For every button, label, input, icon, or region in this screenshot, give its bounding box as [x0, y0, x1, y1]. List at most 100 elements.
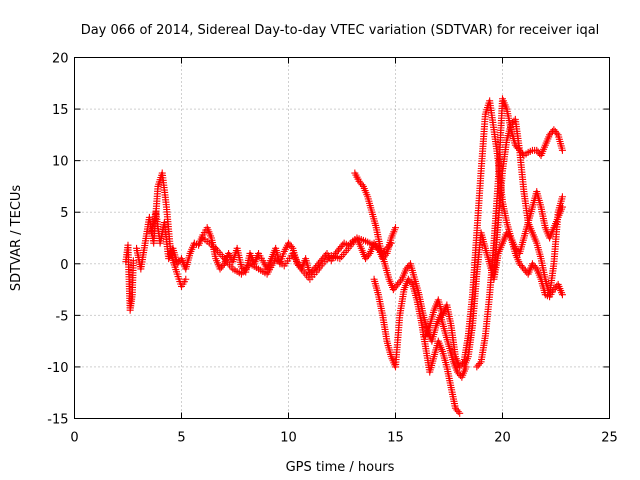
data-point	[217, 263, 225, 271]
data-point	[432, 324, 440, 332]
data-point	[498, 241, 506, 249]
data-point	[438, 345, 446, 353]
data-point	[339, 241, 347, 249]
data-point	[333, 248, 341, 256]
x-tick-label: 10	[280, 431, 297, 446]
data-point	[354, 175, 362, 183]
data-point	[180, 278, 188, 286]
data-point	[540, 143, 548, 151]
data-point	[175, 258, 183, 266]
data-point	[554, 211, 562, 219]
data-point	[378, 309, 386, 317]
series-sat-h	[460, 229, 566, 371]
data-points	[122, 95, 566, 417]
data-point	[528, 227, 536, 235]
data-point	[406, 277, 414, 285]
data-point	[528, 205, 536, 213]
data-point	[410, 273, 418, 281]
data-point	[417, 314, 425, 322]
data-point	[401, 267, 409, 275]
data-point	[210, 243, 218, 251]
data-point	[506, 123, 514, 131]
data-point	[502, 103, 510, 111]
data-point	[440, 325, 448, 333]
data-point	[451, 402, 459, 410]
data-point	[396, 314, 404, 322]
data-point	[227, 263, 235, 271]
data-point	[532, 237, 540, 245]
data-point	[454, 408, 462, 416]
data-point	[358, 181, 366, 189]
series-sat-d	[199, 234, 395, 283]
data-point	[287, 243, 295, 251]
data-point	[356, 242, 364, 250]
data-point	[429, 308, 437, 316]
data-point	[519, 236, 527, 244]
data-point	[237, 261, 245, 269]
data-point	[520, 185, 528, 193]
data-point	[541, 221, 549, 229]
x-tick-labels: 0 5 10 15 20 25	[70, 431, 617, 446]
data-point	[211, 252, 219, 260]
data-point	[451, 350, 459, 358]
data-point	[154, 185, 162, 193]
data-point	[279, 250, 287, 258]
y-tick-label: 15	[52, 103, 69, 118]
y-tick-label: -5	[56, 309, 69, 324]
data-point	[376, 242, 384, 250]
data-point	[317, 262, 325, 270]
series-sat-a	[122, 241, 137, 314]
data-point	[494, 154, 502, 162]
data-point	[252, 264, 260, 272]
data-point	[463, 355, 471, 363]
data-point	[517, 148, 525, 156]
y-tick-label: 0	[60, 258, 68, 273]
data-point	[541, 273, 549, 281]
data-point	[257, 254, 265, 262]
data-point	[502, 216, 510, 224]
y-tick-labels: -15 -10 -5 0 5 10 15 20	[47, 52, 68, 428]
y-tick-label: 20	[52, 52, 69, 67]
y-axis-label: SDTVAR / TECUs	[9, 185, 24, 292]
series-sat-j	[490, 115, 566, 299]
data-point	[395, 279, 403, 287]
data-point	[387, 350, 395, 358]
data-point	[384, 273, 392, 281]
data-point	[141, 242, 149, 250]
data-point	[481, 242, 489, 250]
data-point	[203, 237, 211, 245]
data-point	[521, 267, 529, 275]
data-point	[374, 289, 382, 297]
data-point	[387, 236, 395, 244]
data-point	[219, 262, 227, 270]
data-point	[485, 258, 493, 266]
data-point	[558, 195, 566, 203]
x-tick-label: 5	[177, 431, 185, 446]
series-sat-f	[370, 275, 464, 417]
data-point	[219, 253, 227, 261]
data-point	[511, 247, 519, 255]
data-point	[400, 288, 408, 296]
data-point	[453, 406, 461, 414]
data-point	[502, 138, 510, 146]
data-point	[278, 260, 286, 268]
data-point	[386, 241, 394, 249]
data-point	[531, 146, 539, 154]
data-point	[515, 258, 523, 266]
data-point	[325, 254, 333, 262]
data-point	[351, 236, 359, 244]
data-point	[363, 253, 371, 261]
data-point	[310, 270, 318, 278]
data-point	[383, 335, 391, 343]
data-point	[421, 340, 429, 348]
data-point	[207, 232, 215, 240]
data-point	[476, 359, 484, 367]
data-point	[524, 216, 532, 224]
data-point	[372, 221, 380, 229]
data-point	[522, 150, 530, 158]
data-point	[447, 319, 455, 327]
data-point	[189, 241, 197, 249]
series-sat-g	[421, 97, 566, 371]
data-point	[481, 113, 489, 121]
data-point	[490, 123, 498, 131]
